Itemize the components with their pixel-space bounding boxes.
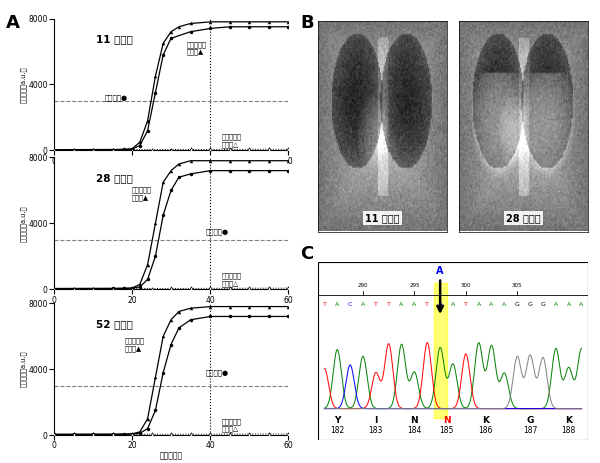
Text: 183: 183: [368, 426, 383, 436]
Text: T: T: [387, 302, 391, 307]
Text: A: A: [438, 302, 443, 307]
Y-axis label: 蛍光強度（a.u.）: 蛍光強度（a.u.）: [20, 205, 27, 242]
Bar: [318, 262, 588, 440]
Text: A: A: [476, 302, 481, 307]
Text: 陽性コント
ロール▲: 陽性コント ロール▲: [124, 338, 144, 351]
Text: G: G: [528, 302, 533, 307]
Text: G: G: [526, 416, 534, 425]
Text: T: T: [322, 302, 326, 307]
Y-axis label: 蛍光強度（a.u.）: 蛍光強度（a.u.）: [20, 351, 27, 388]
Text: 188: 188: [562, 426, 576, 436]
Text: A: A: [400, 302, 404, 307]
Text: 290: 290: [358, 283, 368, 288]
Text: 305: 305: [512, 283, 523, 288]
Text: 陰性コント
ロール△: 陰性コント ロール△: [222, 272, 242, 287]
Text: 陽性コント
ロール▲: 陽性コント ロール▲: [132, 187, 152, 201]
Text: C: C: [300, 245, 313, 263]
Text: C: C: [348, 302, 352, 307]
Text: 295: 295: [409, 283, 419, 288]
Text: A: A: [566, 302, 571, 307]
Text: K: K: [565, 416, 572, 425]
Text: T: T: [374, 302, 378, 307]
Text: 陰性コント
ロール△: 陰性コント ロール△: [222, 133, 242, 148]
Text: A: A: [490, 302, 494, 307]
Text: 患者試料●: 患者試料●: [104, 94, 128, 101]
Text: 28 時間後: 28 時間後: [96, 173, 133, 183]
Text: T: T: [425, 302, 429, 307]
Text: A: A: [335, 302, 340, 307]
Text: I: I: [374, 416, 377, 425]
Text: A: A: [554, 302, 558, 307]
Text: N: N: [410, 416, 418, 425]
Text: Y: Y: [334, 416, 340, 425]
X-axis label: 時間（分）: 時間（分）: [160, 167, 182, 176]
Text: G: G: [541, 302, 545, 307]
Text: 52 時間後: 52 時間後: [96, 319, 133, 329]
Text: K: K: [482, 416, 488, 425]
Text: 患者試料●: 患者試料●: [206, 228, 229, 235]
Text: G: G: [515, 302, 520, 307]
Text: T: T: [464, 302, 468, 307]
Bar: [434, 283, 446, 419]
Text: 182: 182: [330, 426, 344, 436]
Text: A: A: [361, 302, 365, 307]
Text: B: B: [300, 14, 314, 32]
Text: 11 時間後: 11 時間後: [96, 34, 133, 44]
Y-axis label: 蛍光強度（a.u.）: 蛍光強度（a.u.）: [20, 66, 27, 103]
Text: 300: 300: [461, 283, 471, 288]
Text: 184: 184: [407, 426, 422, 436]
Text: A: A: [502, 302, 506, 307]
Text: 陰性コント
ロール△: 陰性コント ロール△: [222, 418, 242, 432]
Text: A: A: [436, 265, 444, 275]
X-axis label: 時間（分）: 時間（分）: [160, 306, 182, 315]
Text: A: A: [451, 302, 455, 307]
Text: 28 時間後: 28 時間後: [506, 213, 541, 223]
Text: A: A: [6, 14, 20, 32]
Text: A: A: [580, 302, 584, 307]
Text: 186: 186: [478, 426, 493, 436]
Text: N: N: [443, 416, 451, 425]
X-axis label: 時間（分）: 時間（分）: [160, 452, 182, 461]
Text: 患者試料●: 患者試料●: [206, 369, 229, 376]
Text: A: A: [412, 302, 416, 307]
Text: 185: 185: [439, 426, 454, 436]
Text: 11 時間後: 11 時間後: [365, 213, 400, 223]
Text: 187: 187: [523, 426, 538, 436]
Text: 陽性コント
ロール▲: 陽性コント ロール▲: [187, 41, 206, 55]
